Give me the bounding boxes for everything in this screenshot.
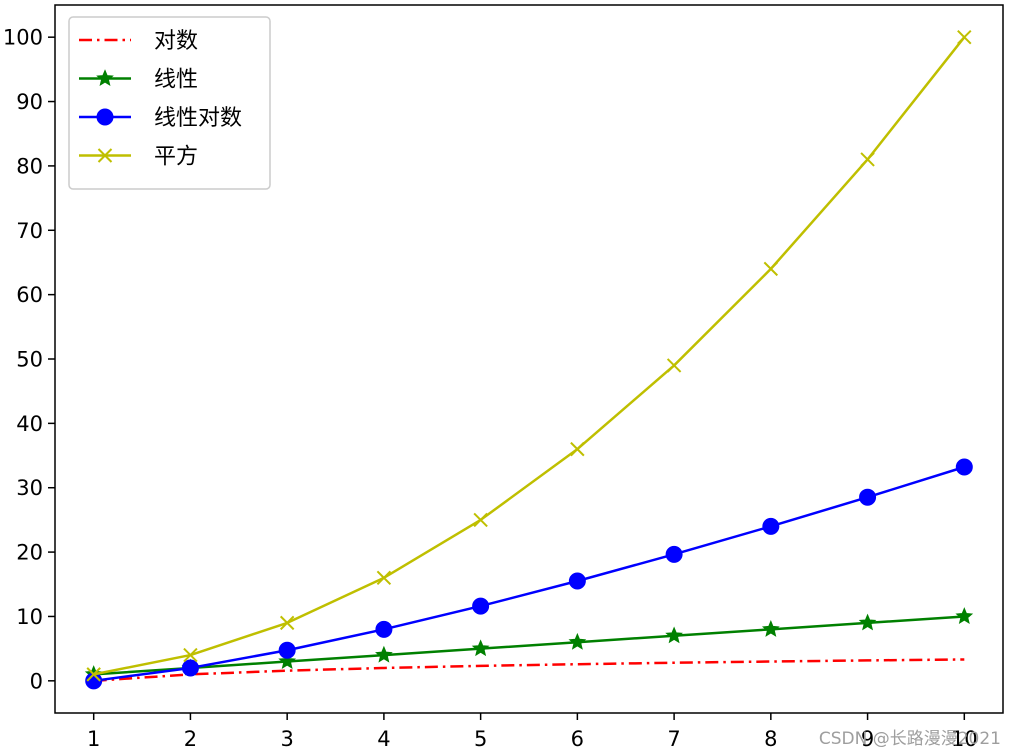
legend-label: 对数 bbox=[154, 29, 198, 54]
y-tick-label: 60 bbox=[16, 283, 43, 307]
data-point bbox=[568, 572, 586, 590]
x-tick-label: 4 bbox=[377, 727, 390, 751]
x-tick-label: 5 bbox=[474, 727, 487, 751]
data-point bbox=[570, 441, 585, 457]
y-tick-label: 70 bbox=[16, 219, 43, 243]
data-point bbox=[761, 620, 780, 637]
data-point bbox=[665, 626, 683, 644]
legend-label: 线性对数 bbox=[154, 106, 242, 131]
data-point bbox=[85, 672, 103, 690]
series-3 bbox=[86, 29, 972, 682]
data-point bbox=[86, 667, 101, 682]
data-point bbox=[473, 512, 488, 528]
data-point bbox=[763, 261, 779, 277]
data-point bbox=[279, 615, 295, 631]
data-point bbox=[665, 545, 683, 563]
x-tick-label: 3 bbox=[280, 727, 293, 751]
x-tick-label: 9 bbox=[861, 727, 874, 751]
data-point bbox=[858, 613, 877, 631]
legend-item: 平方 bbox=[79, 145, 198, 170]
legend-marker bbox=[96, 108, 114, 126]
y-tick-label: 20 bbox=[16, 541, 43, 565]
legend-marker bbox=[96, 69, 114, 87]
data-point bbox=[472, 597, 490, 615]
data-point bbox=[375, 620, 393, 638]
legend-label: 平方 bbox=[154, 145, 198, 170]
legend-item: 线性对数 bbox=[79, 106, 242, 131]
x-tick-label: 7 bbox=[667, 727, 680, 751]
data-point bbox=[181, 659, 199, 677]
series-2 bbox=[85, 458, 973, 690]
series-line bbox=[93, 658, 965, 683]
y-tick-label: 50 bbox=[16, 348, 43, 372]
legend-label: 线性 bbox=[154, 68, 198, 93]
data-point bbox=[955, 607, 974, 624]
x-tick-label: 10 bbox=[951, 727, 978, 751]
x-tick-label: 1 bbox=[87, 727, 100, 751]
series-0 bbox=[93, 658, 965, 683]
data-point bbox=[666, 358, 682, 373]
series-line bbox=[93, 465, 965, 683]
y-tick-label: 30 bbox=[16, 476, 43, 500]
data-point bbox=[471, 639, 490, 657]
x-tick-label: 2 bbox=[184, 727, 197, 751]
data-point bbox=[375, 645, 393, 663]
series-line bbox=[93, 36, 966, 676]
legend-box bbox=[68, 16, 271, 190]
series-line bbox=[93, 615, 965, 676]
data-point bbox=[278, 641, 296, 659]
data-point bbox=[376, 570, 392, 586]
plot-series bbox=[84, 29, 974, 690]
y-tick-label: 10 bbox=[16, 605, 43, 629]
legend-item: 线性 bbox=[79, 68, 198, 93]
data-point bbox=[859, 488, 877, 506]
data-point bbox=[860, 152, 875, 167]
x-tick-label: 8 bbox=[764, 727, 777, 751]
x-tick-label: 6 bbox=[571, 727, 584, 751]
x-axis: 1 2 3 4 5 6 7 8 9 10 bbox=[87, 713, 978, 751]
legend-marker bbox=[97, 148, 113, 163]
y-tick-label: 0 bbox=[30, 669, 43, 693]
y-axis: 0 10 20 30 40 50 60 70 80 90 100 bbox=[3, 26, 55, 693]
data-point bbox=[183, 647, 198, 663]
data-point bbox=[568, 632, 587, 650]
data-point bbox=[278, 652, 297, 670]
data-point bbox=[762, 517, 780, 535]
y-tick-label: 80 bbox=[16, 154, 43, 178]
y-tick-label: 90 bbox=[16, 90, 43, 114]
y-tick-label: 100 bbox=[3, 26, 43, 50]
data-point bbox=[955, 458, 973, 476]
legend-item: 对数 bbox=[79, 29, 198, 54]
y-tick-label: 40 bbox=[16, 412, 43, 436]
data-point bbox=[957, 29, 972, 45]
watermark: CSDN @长路漫漫2021 bbox=[818, 729, 1001, 749]
